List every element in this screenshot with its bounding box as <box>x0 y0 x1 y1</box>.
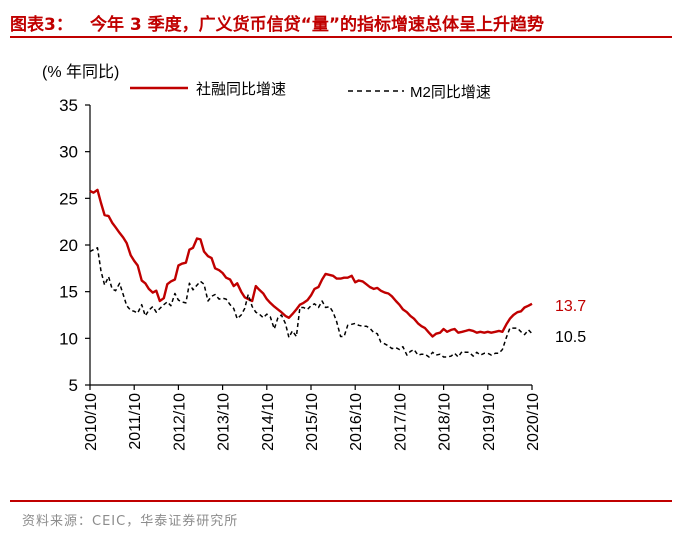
x-tick-label: 2016/10 <box>348 393 365 451</box>
y-tick-label: 15 <box>59 283 78 302</box>
line-chart: (% 年同比) 社融同比增速 M2同比增速 5 10 15 20 25 30 35 2010… <box>42 63 586 451</box>
x-tick-label: 2014/10 <box>260 393 277 451</box>
y-tick-label: 10 <box>59 329 78 348</box>
y-tick-label: 20 <box>59 236 78 255</box>
x-tick-label: 2011/10 <box>127 393 144 450</box>
bottom-rule <box>10 500 672 502</box>
x-tick-label: 2012/10 <box>171 393 188 451</box>
y-tick-label: 5 <box>69 376 78 395</box>
x-tick-label: 2018/10 <box>437 393 454 451</box>
x-axis: 2010/10 2011/10 2012/10 2013/10 2014/10 2015/… <box>83 384 542 451</box>
x-tick-label: 2013/10 <box>216 393 233 451</box>
x-tick-label: 2020/10 <box>525 393 542 451</box>
x-tick-label: 2015/10 <box>304 393 321 451</box>
legend-label-m2: M2同比增速 <box>410 84 491 101</box>
legend-label-social-financing: 社融同比增速 <box>196 81 286 98</box>
y-tick-label: 30 <box>59 143 78 162</box>
legend: 社融同比增速 M2同比增速 <box>130 81 491 101</box>
y-axis: 5 10 15 20 25 30 35 <box>59 96 91 395</box>
end-label-social-financing: 13.7 <box>555 298 586 315</box>
series-line-m2 <box>89 247 533 358</box>
x-tick-label: 2017/10 <box>392 393 409 451</box>
x-tick-label: 2010/10 <box>83 393 100 451</box>
source-note: 资料来源：CEIC，华泰证券研究所 <box>22 514 239 529</box>
series-line-social-financing <box>89 188 533 338</box>
y-tick-label: 25 <box>59 189 78 208</box>
figure-number: 图表3： <box>10 15 73 35</box>
x-tick-label: 2019/10 <box>481 393 498 451</box>
title-bar: 图表3： 今年 3 季度，广义货币信贷“量”的指标增速总体呈上升趋势 <box>10 8 672 38</box>
end-label-m2: 10.5 <box>555 329 586 346</box>
plot-area <box>89 188 533 358</box>
y-axis-label: (% 年同比) <box>42 63 119 81</box>
figure-title: 今年 3 季度，广义货币信贷“量”的指标增速总体呈上升趋势 <box>90 15 545 35</box>
y-tick-label: 35 <box>59 96 78 115</box>
